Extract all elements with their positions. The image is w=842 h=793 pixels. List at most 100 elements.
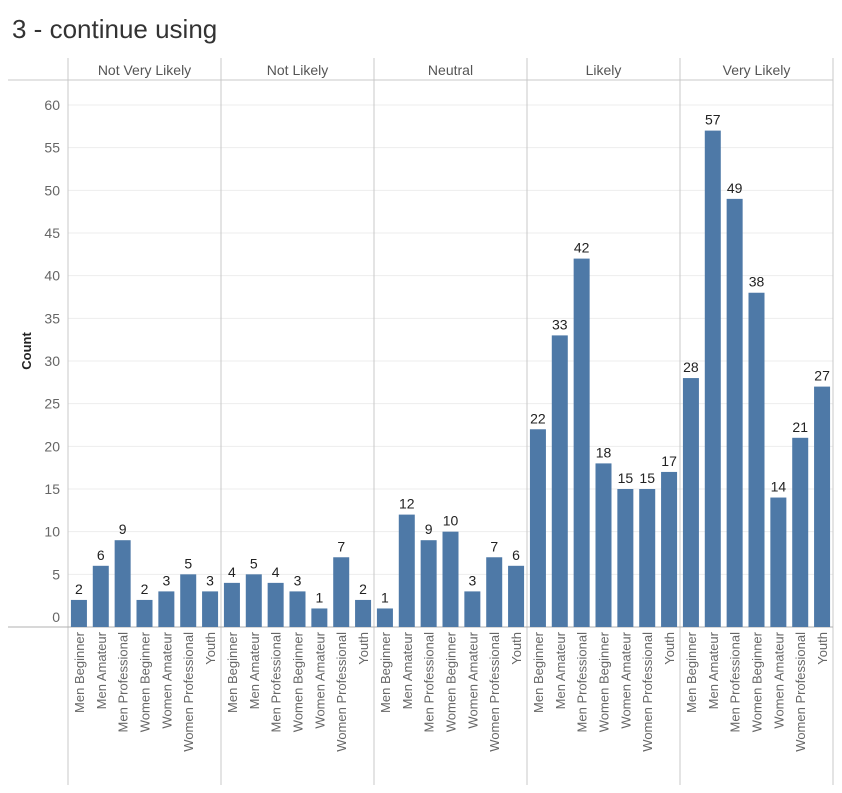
bar [136, 599, 153, 627]
y-tick-label: 15 [44, 481, 60, 497]
bar [398, 514, 415, 627]
bar [223, 582, 240, 627]
bar-value-label: 7 [337, 538, 345, 554]
bar-value-label: 38 [749, 274, 765, 290]
category-label: Men Beginner [684, 631, 699, 713]
y-tick-label: 40 [44, 268, 60, 284]
bar-value-label: 3 [294, 572, 302, 588]
category-label: Men Beginner [72, 631, 87, 713]
bar-value-label: 3 [468, 572, 476, 588]
bar [420, 540, 437, 627]
category-label: Youth [509, 632, 524, 665]
y-tick-label: 30 [44, 353, 60, 369]
bar-value-label: 9 [425, 521, 433, 537]
y-tick-label: 0 [52, 609, 60, 625]
bar [114, 540, 131, 627]
bar-value-label: 2 [75, 581, 83, 597]
bar-value-label: 5 [184, 555, 192, 571]
bar-value-label: 42 [574, 240, 590, 256]
bar-value-label: 15 [639, 470, 655, 486]
bar-value-label: 9 [119, 521, 127, 537]
bar [573, 258, 590, 627]
panel-header: Likely [586, 62, 622, 78]
category-label: Women Professional [793, 632, 808, 752]
category-label: Women Professional [640, 632, 655, 752]
category-label: Men Professional [116, 632, 131, 733]
bar [180, 574, 197, 627]
bar [617, 489, 634, 627]
bar [202, 591, 219, 627]
bar [158, 591, 175, 627]
bar-value-label: 27 [814, 368, 830, 384]
category-label: Youth [815, 632, 830, 665]
category-label: Men Professional [728, 632, 743, 733]
category-label: Women Beginner [138, 631, 153, 732]
chart-title: 3 - continue using [12, 14, 218, 44]
bar-value-label: 33 [552, 316, 568, 332]
bar [442, 531, 459, 627]
category-label: Women Professional [334, 632, 349, 752]
bar [311, 608, 328, 627]
panel-header: Very Likely [723, 62, 791, 78]
category-label: Men Professional [422, 632, 437, 733]
y-tick-label: 35 [44, 310, 60, 326]
bar-value-label: 1 [381, 589, 389, 605]
category-label: Women Beginner [597, 631, 612, 732]
bar-value-label: 15 [618, 470, 634, 486]
category-label: Men Professional [575, 632, 590, 733]
category-label: Women Professional [181, 632, 196, 752]
category-label: Men Professional [269, 632, 284, 733]
bar [508, 565, 525, 627]
bar-value-label: 3 [162, 572, 170, 588]
y-tick-label: 20 [44, 438, 60, 454]
panel-header: Not Very Likely [98, 62, 191, 78]
bar-value-label: 28 [683, 359, 699, 375]
category-label: Women Beginner [444, 631, 459, 732]
panel-header: Not Likely [267, 62, 328, 78]
bar [289, 591, 306, 627]
bar [355, 599, 372, 627]
bar-value-label: 3 [206, 572, 214, 588]
category-label: Men Beginner [531, 631, 546, 713]
bar [704, 130, 721, 627]
bar-value-label: 2 [141, 581, 149, 597]
bar-value-label: 18 [596, 444, 612, 460]
bar [682, 378, 699, 627]
category-label: Women Beginner [291, 631, 306, 732]
bar-value-label: 2 [359, 581, 367, 597]
bar-value-label: 10 [443, 513, 459, 529]
y-tick-label: 10 [44, 524, 60, 540]
bar-value-label: 6 [97, 547, 105, 563]
bar [376, 608, 393, 627]
bar [748, 292, 765, 627]
category-label: Youth [203, 632, 218, 665]
bar-value-label: 7 [490, 538, 498, 554]
category-label: Women Amateur [465, 631, 480, 728]
category-label: Youth [662, 632, 677, 665]
bar [70, 599, 87, 627]
bar-value-label: 49 [727, 180, 743, 196]
y-tick-label: 25 [44, 396, 60, 412]
category-label: Women Beginner [750, 631, 765, 732]
bar [245, 574, 262, 627]
bar [92, 565, 109, 627]
category-label: Women Amateur [312, 631, 327, 728]
category-label: Women Amateur [771, 631, 786, 728]
bar-value-label: 4 [228, 564, 236, 580]
category-label: Men Amateur [706, 631, 721, 709]
bar [792, 437, 809, 627]
bar [551, 335, 568, 627]
bar [333, 557, 350, 627]
bar [814, 386, 831, 627]
y-tick-label: 5 [52, 566, 60, 582]
category-label: Men Beginner [225, 631, 240, 713]
bar-value-label: 21 [792, 419, 808, 435]
bar [267, 582, 284, 627]
bar [726, 198, 743, 627]
bar-value-label: 4 [272, 564, 280, 580]
category-label: Men Beginner [378, 631, 393, 713]
bar-value-label: 12 [399, 496, 415, 512]
category-label: Women Amateur [159, 631, 174, 728]
bar-value-label: 22 [530, 410, 546, 426]
